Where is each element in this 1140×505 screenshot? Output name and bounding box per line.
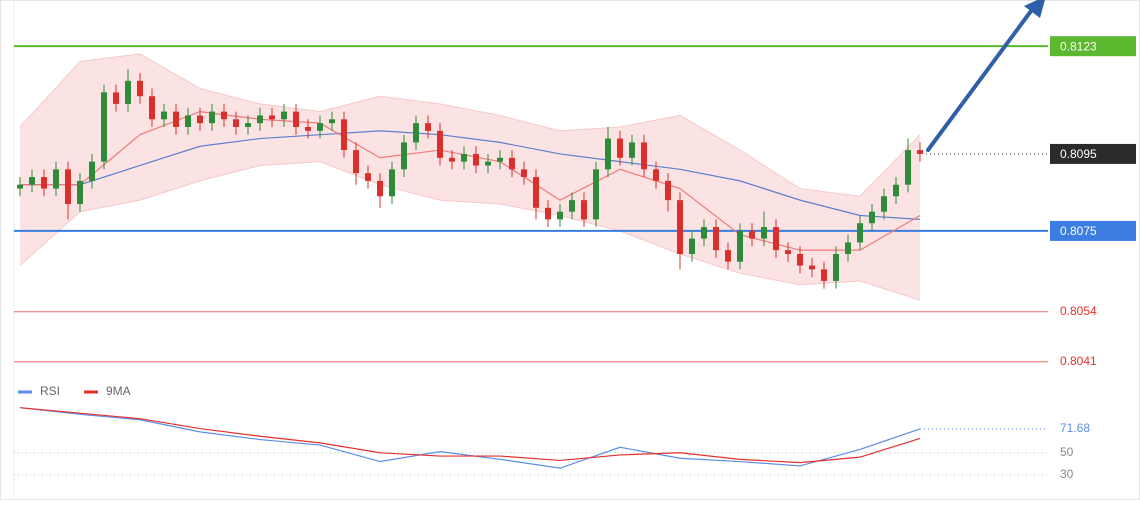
candle-body (665, 180, 671, 201)
candle-body (593, 169, 599, 220)
candle-body (533, 177, 539, 208)
candle-body (545, 207, 551, 220)
level-label-box (1050, 143, 1136, 164)
y-tick-label: 50 (1060, 445, 1074, 459)
candle-body (329, 119, 335, 124)
candle-body (809, 265, 815, 270)
arrow-shaft (926, 5, 1036, 152)
candle-body (917, 150, 923, 154)
candle-body (629, 142, 635, 158)
legend-label: 9MA (106, 384, 131, 398)
candle-body (305, 127, 311, 131)
candle-body (905, 150, 911, 185)
candle-body (497, 157, 503, 162)
candle-body (689, 238, 695, 254)
candle-body (449, 157, 455, 162)
candle-body (125, 80, 131, 104)
candle-body (413, 123, 419, 143)
rsi-line (19, 407, 921, 464)
level-label: 0.8095 (1060, 147, 1097, 161)
level-label: 0.8041 (1060, 354, 1097, 368)
candle-body (677, 200, 683, 254)
level-label: 0.8123 (1060, 39, 1097, 53)
candle-body (317, 123, 323, 131)
candle-body (173, 111, 179, 127)
candle-body (485, 161, 491, 166)
candle-body (77, 180, 83, 204)
main-layer: 0.8123 0.8095 0.8075 0.8054 0.8041 50 30 RSI 71.… (14, 36, 1136, 481)
arrow-head (1024, 0, 1045, 18)
candle-body (161, 111, 167, 120)
level-label-box (1050, 36, 1136, 57)
candle-body (557, 211, 563, 220)
candle-body (221, 111, 227, 120)
candle-body (737, 230, 743, 262)
trend-arrow (926, 0, 1045, 152)
moving-average (20, 130, 921, 220)
candle-body (89, 161, 95, 181)
candle-body (773, 227, 779, 251)
candle-body (725, 250, 731, 262)
candle-body (137, 80, 143, 97)
candle-body (185, 115, 191, 127)
candle-body (605, 138, 611, 170)
candle-body (641, 142, 647, 170)
candle-body (857, 223, 863, 243)
candle-body (389, 169, 395, 197)
candle-body (653, 169, 659, 181)
candle-body (101, 92, 107, 162)
candle-body (113, 92, 119, 104)
candle-body (281, 111, 287, 120)
candle-body (401, 142, 407, 170)
candle-body (437, 130, 443, 158)
candle-body (197, 115, 203, 124)
band-lower (19, 161, 921, 301)
level-label: 0.8054 (1060, 304, 1097, 318)
candle-body (233, 119, 239, 127)
candle-body (293, 111, 299, 127)
moving-average (20, 110, 921, 251)
candle-body (785, 250, 791, 254)
candle-body (869, 211, 875, 224)
candle-body (65, 169, 71, 204)
candle-body (269, 115, 275, 120)
candle-body (881, 196, 887, 212)
candle-body (209, 111, 215, 124)
last-value-label: 71.68 (1060, 421, 1090, 435)
candle-body (53, 169, 59, 189)
candle-body (509, 157, 515, 170)
candle-body (41, 177, 47, 189)
level-label: 0.8075 (1060, 224, 1097, 238)
candle-body (29, 177, 35, 185)
candle-body (377, 180, 383, 197)
candle-body (569, 200, 575, 212)
candle-body (257, 115, 263, 124)
candle-body (797, 254, 803, 266)
candle-body (461, 153, 467, 162)
candle-body (365, 173, 371, 181)
band-upper (19, 53, 921, 197)
candle-body (521, 169, 527, 178)
candle-body (353, 150, 359, 174)
candle-body (473, 153, 479, 166)
candle-body (425, 123, 431, 131)
candle-body (761, 227, 767, 239)
candle-body (149, 96, 155, 120)
candle-body (245, 123, 251, 127)
candle-body (893, 184, 899, 197)
candle-body (581, 200, 587, 220)
candle-body (833, 254, 839, 281)
candle-body (341, 119, 347, 151)
y-tick-label: 30 (1060, 467, 1074, 481)
candle-body (821, 269, 827, 281)
candle-body (17, 184, 23, 189)
candle-body (617, 138, 623, 158)
candle-body (749, 230, 755, 239)
candle-body (713, 227, 719, 251)
candle-body (701, 227, 707, 239)
candle-body (845, 242, 851, 254)
legend-label: RSI (40, 384, 60, 398)
level-label-box (1050, 220, 1136, 241)
